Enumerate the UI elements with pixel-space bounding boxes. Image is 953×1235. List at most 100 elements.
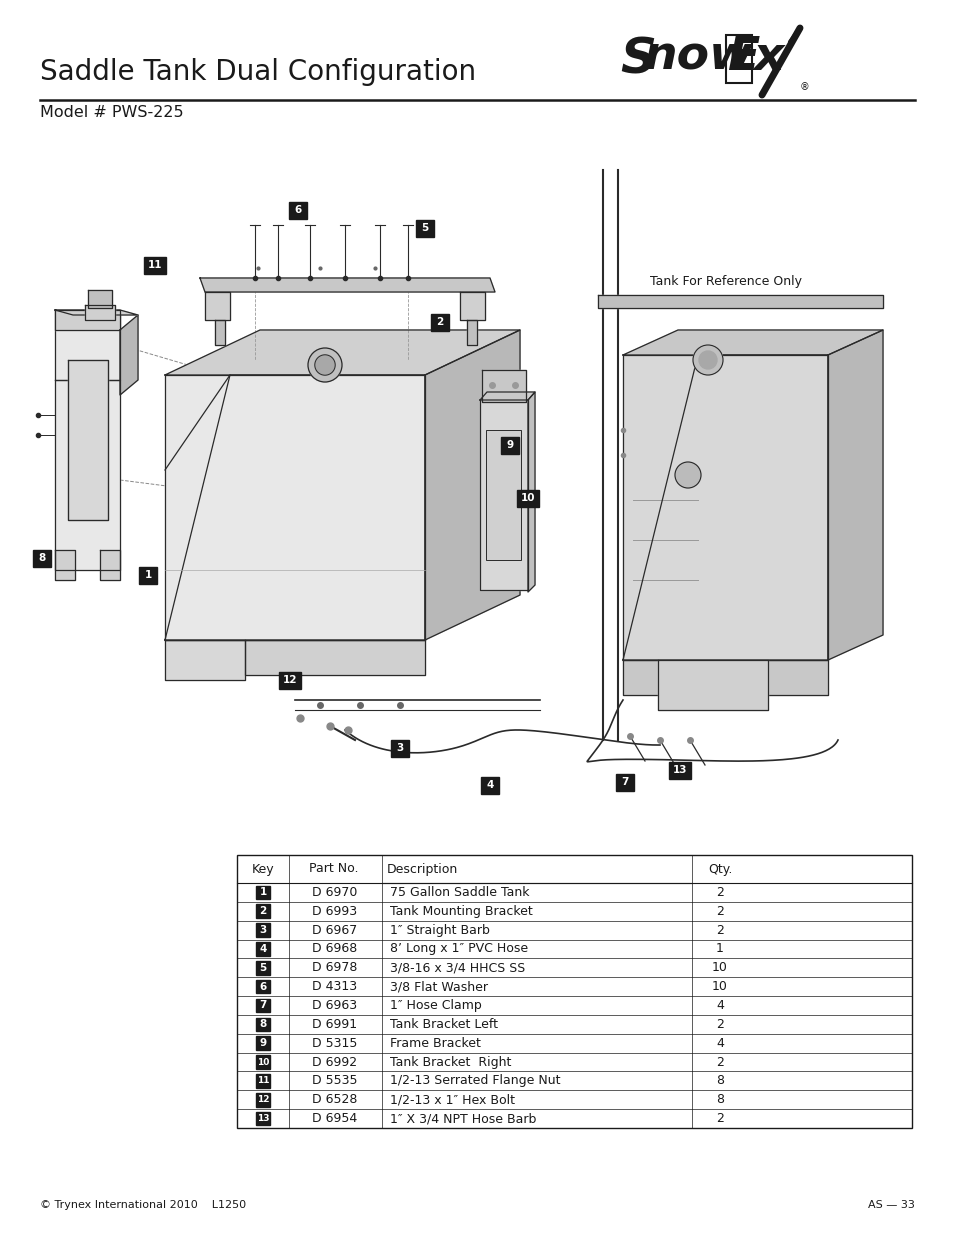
Text: 8: 8 — [716, 1093, 723, 1107]
Text: 10: 10 — [256, 1057, 269, 1067]
Circle shape — [675, 462, 700, 488]
Bar — [68, 359, 108, 520]
Polygon shape — [479, 391, 535, 400]
Polygon shape — [658, 659, 767, 710]
Text: 8: 8 — [259, 1019, 266, 1029]
Circle shape — [692, 345, 722, 375]
Bar — [668, 762, 690, 778]
Bar — [485, 430, 520, 559]
Text: 3/8 Flat Washer: 3/8 Flat Washer — [390, 981, 488, 993]
Polygon shape — [622, 354, 827, 659]
Text: Tank Mounting Bracket: Tank Mounting Bracket — [390, 905, 532, 918]
Text: AS — 33: AS — 33 — [867, 1200, 914, 1210]
Bar — [289, 201, 307, 219]
Text: 6: 6 — [294, 205, 301, 215]
Text: 2: 2 — [716, 924, 723, 936]
Text: 8: 8 — [716, 1074, 723, 1087]
Polygon shape — [214, 320, 225, 345]
Polygon shape — [55, 310, 138, 315]
Text: 9: 9 — [259, 1039, 266, 1049]
Text: 4: 4 — [716, 999, 723, 1011]
Text: D 6978: D 6978 — [312, 961, 357, 974]
Bar — [725, 35, 751, 83]
Polygon shape — [200, 278, 495, 291]
Text: 1: 1 — [259, 888, 266, 898]
Text: 10: 10 — [711, 981, 727, 993]
Text: 11: 11 — [148, 261, 162, 270]
Text: 3/8-16 x 3/4 HHCS SS: 3/8-16 x 3/4 HHCS SS — [390, 961, 525, 974]
Text: © Trynex International 2010    L1250: © Trynex International 2010 L1250 — [40, 1200, 246, 1210]
Polygon shape — [622, 659, 827, 695]
Polygon shape — [622, 354, 827, 659]
Circle shape — [314, 354, 335, 375]
Bar — [256, 1112, 270, 1125]
Text: now: now — [643, 35, 753, 80]
Polygon shape — [622, 330, 882, 354]
Bar — [256, 1055, 270, 1068]
Bar — [517, 489, 538, 506]
Text: 8’ Long x 1″ PVC Hose: 8’ Long x 1″ PVC Hose — [390, 942, 528, 956]
Bar — [88, 290, 112, 308]
Text: D 5535: D 5535 — [312, 1074, 357, 1087]
Bar — [144, 257, 166, 273]
Bar — [256, 1074, 270, 1088]
Bar — [278, 672, 301, 688]
Text: 7: 7 — [620, 777, 628, 787]
Text: 3: 3 — [259, 925, 266, 935]
Text: 5: 5 — [421, 224, 428, 233]
Polygon shape — [55, 380, 120, 571]
Text: Tank Bracket  Right: Tank Bracket Right — [390, 1056, 511, 1068]
Polygon shape — [527, 391, 535, 592]
Bar — [616, 773, 634, 790]
Bar — [256, 904, 270, 918]
Bar — [256, 942, 270, 956]
Polygon shape — [827, 330, 882, 659]
Text: D 6992: D 6992 — [313, 1056, 357, 1068]
Bar — [33, 550, 51, 567]
Text: D 6967: D 6967 — [312, 924, 357, 936]
Text: 75 Gallon Saddle Tank: 75 Gallon Saddle Tank — [390, 885, 529, 899]
Text: 1/2-13 x 1″ Hex Bolt: 1/2-13 x 1″ Hex Bolt — [390, 1093, 515, 1107]
Text: 1″ Hose Clamp: 1″ Hose Clamp — [390, 999, 481, 1011]
Text: Saddle Tank Dual Configuration: Saddle Tank Dual Configuration — [40, 58, 476, 86]
Text: D 4313: D 4313 — [313, 981, 357, 993]
Text: Part No.: Part No. — [309, 862, 358, 876]
Polygon shape — [467, 320, 476, 345]
Polygon shape — [245, 640, 424, 676]
Text: 9: 9 — [506, 440, 513, 450]
Text: D 6968: D 6968 — [312, 942, 357, 956]
Text: 6: 6 — [259, 982, 266, 992]
Bar — [256, 999, 270, 1013]
Text: x: x — [753, 35, 783, 80]
Polygon shape — [481, 370, 525, 403]
Text: 1: 1 — [144, 571, 152, 580]
Polygon shape — [424, 330, 519, 640]
Bar — [256, 924, 270, 937]
Text: 5: 5 — [259, 963, 266, 973]
Text: 4: 4 — [716, 1036, 723, 1050]
Polygon shape — [165, 330, 519, 375]
Text: D 6970: D 6970 — [312, 885, 357, 899]
Text: 2: 2 — [716, 905, 723, 918]
Bar — [256, 1018, 270, 1031]
Text: 10: 10 — [520, 493, 535, 503]
Bar — [391, 740, 409, 757]
Polygon shape — [165, 375, 424, 640]
Polygon shape — [598, 295, 882, 308]
Text: 10: 10 — [711, 961, 727, 974]
Text: 1″ Straight Barb: 1″ Straight Barb — [390, 924, 489, 936]
Bar — [256, 885, 270, 899]
Polygon shape — [55, 550, 75, 580]
Text: D 6963: D 6963 — [313, 999, 357, 1011]
Polygon shape — [205, 291, 230, 320]
Polygon shape — [88, 290, 112, 308]
Circle shape — [308, 348, 341, 382]
Text: D 6954: D 6954 — [312, 1112, 357, 1125]
Polygon shape — [100, 550, 120, 580]
Text: D 5315: D 5315 — [312, 1036, 357, 1050]
Circle shape — [699, 351, 717, 369]
Text: 12: 12 — [282, 676, 297, 685]
Polygon shape — [459, 291, 484, 320]
Text: D 6528: D 6528 — [312, 1093, 357, 1107]
Polygon shape — [165, 375, 424, 640]
